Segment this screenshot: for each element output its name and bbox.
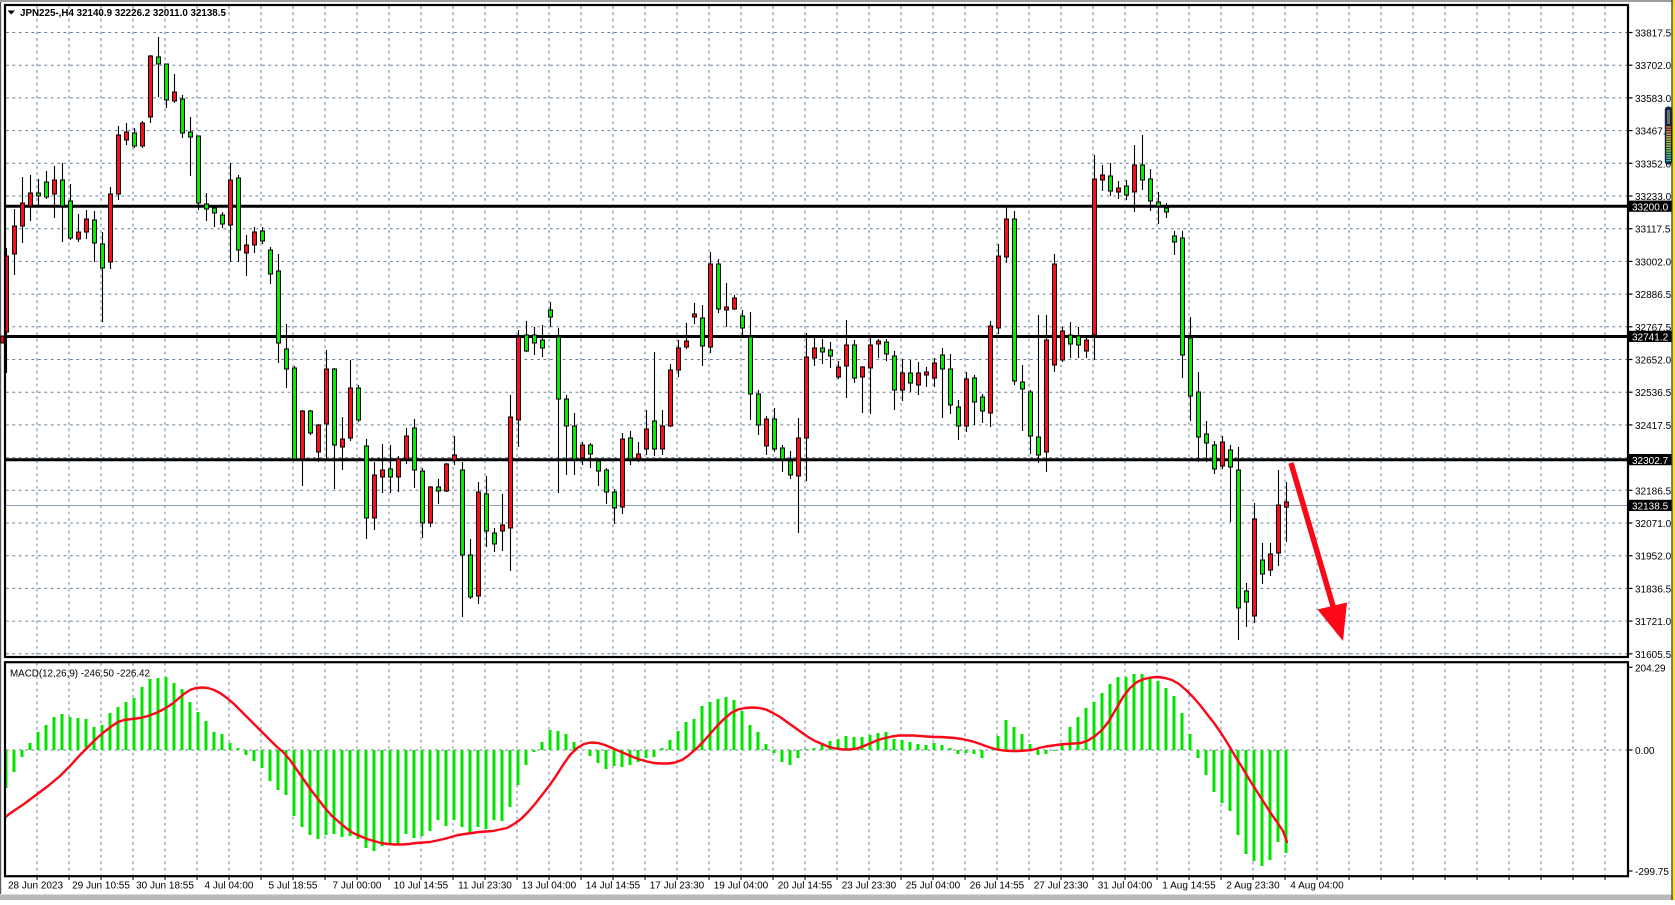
svg-text:32138.5: 32138.5 xyxy=(1632,502,1669,513)
svg-text:11 Jul 23:30: 11 Jul 23:30 xyxy=(458,881,512,892)
svg-text:4 Jul 04:00: 4 Jul 04:00 xyxy=(205,881,254,892)
svg-text:32652.0: 32652.0 xyxy=(1635,356,1672,367)
svg-text:32536.5: 32536.5 xyxy=(1635,388,1672,399)
svg-text:32071.0: 32071.0 xyxy=(1635,519,1672,530)
svg-text:33233.0: 33233.0 xyxy=(1635,192,1672,203)
svg-text:JPN225-,H4 32140.9 32226.2 32: JPN225-,H4 32140.9 32226.2 32011.0 32138… xyxy=(20,8,226,19)
svg-text:32741.2: 32741.2 xyxy=(1632,333,1669,344)
svg-text:2 Aug 23:30: 2 Aug 23:30 xyxy=(1226,881,1280,892)
svg-text:33583.0: 33583.0 xyxy=(1635,94,1672,105)
svg-text:31952.0: 31952.0 xyxy=(1635,552,1672,563)
svg-text:33200.0: 33200.0 xyxy=(1632,203,1669,214)
svg-text:28 Jun 2023: 28 Jun 2023 xyxy=(8,881,63,892)
svg-text:31721.0: 31721.0 xyxy=(1635,617,1672,628)
svg-text:23 Jul 23:30: 23 Jul 23:30 xyxy=(842,881,897,892)
svg-text:10 Jul 14:55: 10 Jul 14:55 xyxy=(394,881,449,892)
svg-text:0.00: 0.00 xyxy=(1635,746,1655,757)
svg-text:31836.5: 31836.5 xyxy=(1635,584,1672,595)
svg-text:30 Jun 18:55: 30 Jun 18:55 xyxy=(136,881,194,892)
svg-text:25 Jul 04:00: 25 Jul 04:00 xyxy=(906,881,961,892)
svg-text:13 Jul 04:00: 13 Jul 04:00 xyxy=(522,881,577,892)
svg-text:7 Jul 00:00: 7 Jul 00:00 xyxy=(333,881,382,892)
svg-text:32417.5: 32417.5 xyxy=(1635,421,1672,432)
svg-text:204.29: 204.29 xyxy=(1635,663,1666,674)
svg-text:32767.5: 32767.5 xyxy=(1635,323,1672,334)
svg-text:4 Aug 04:00: 4 Aug 04:00 xyxy=(1290,881,1344,892)
svg-text:29 Jun 10:55: 29 Jun 10:55 xyxy=(72,881,130,892)
svg-text:31605.5: 31605.5 xyxy=(1635,650,1672,661)
svg-text:20 Jul 14:55: 20 Jul 14:55 xyxy=(778,881,833,892)
svg-text:27 Jul 23:30: 27 Jul 23:30 xyxy=(1034,881,1089,892)
svg-text:33117.5: 33117.5 xyxy=(1635,225,1671,236)
svg-text:33702.0: 33702.0 xyxy=(1635,61,1672,72)
svg-text:33467.5: 33467.5 xyxy=(1635,127,1672,138)
svg-text:-299.75: -299.75 xyxy=(1635,867,1669,878)
svg-text:14 Jul 14:55: 14 Jul 14:55 xyxy=(586,881,641,892)
svg-text:1 Aug 14:55: 1 Aug 14:55 xyxy=(1162,881,1216,892)
svg-text:MACD(12,26,9) -246.50 -226.42: MACD(12,26,9) -246.50 -226.42 xyxy=(10,669,150,680)
svg-text:33002.0: 33002.0 xyxy=(1635,257,1672,268)
svg-text:32302.7: 32302.7 xyxy=(1632,456,1669,467)
svg-text:26 Jul 14:55: 26 Jul 14:55 xyxy=(970,881,1025,892)
svg-text:32886.5: 32886.5 xyxy=(1635,290,1672,301)
svg-text:5 Jul 18:55: 5 Jul 18:55 xyxy=(269,881,318,892)
svg-text:33352.0: 33352.0 xyxy=(1635,159,1672,170)
svg-text:31 Jul 04:00: 31 Jul 04:00 xyxy=(1098,881,1153,892)
svg-text:32186.5: 32186.5 xyxy=(1635,486,1672,497)
svg-text:33817.5: 33817.5 xyxy=(1635,29,1672,40)
svg-text:17 Jul 23:30: 17 Jul 23:30 xyxy=(650,881,705,892)
svg-text:19 Jul 04:00: 19 Jul 04:00 xyxy=(714,881,769,892)
